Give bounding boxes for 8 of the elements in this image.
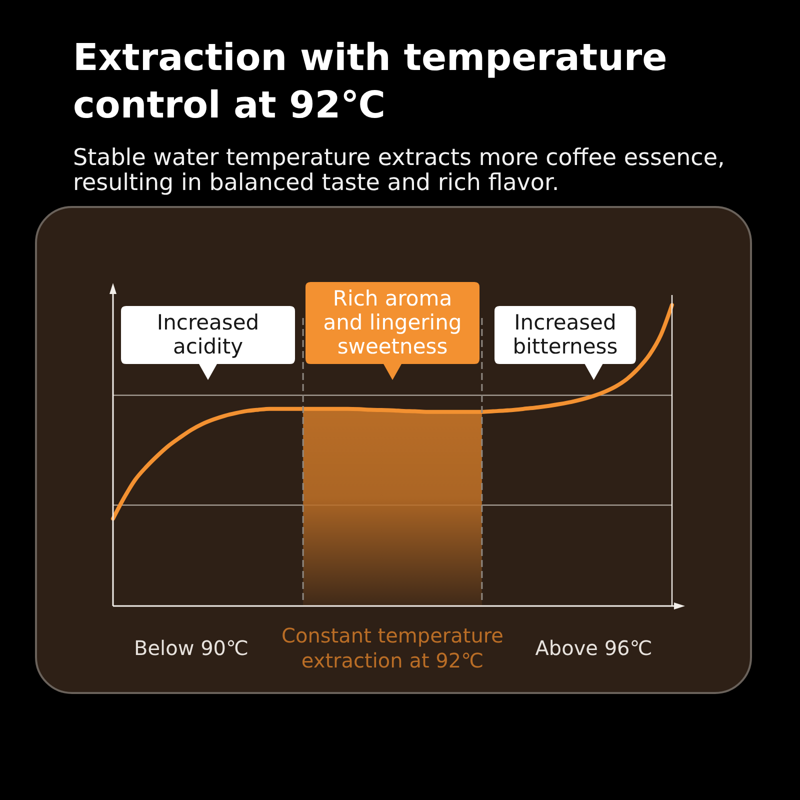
x-tick-label: Below 90℃ [134, 636, 248, 660]
chart-subtitle: Stable water temperature extracts more coffee essence, resulting in balanced taste and rich flavor. [73, 145, 725, 196]
annotation: Increased acidity [156, 310, 260, 359]
chart-title: Extraction with temperature control at 92℃ [73, 36, 668, 126]
annotation: Rich aroma and lingering sweetness [323, 286, 462, 359]
x-tick-label: Above 96℃ [535, 636, 652, 660]
annotation: Increased bitterness [512, 310, 618, 359]
x-tick-label: Constant temperature extraction at 92℃ [282, 624, 504, 672]
